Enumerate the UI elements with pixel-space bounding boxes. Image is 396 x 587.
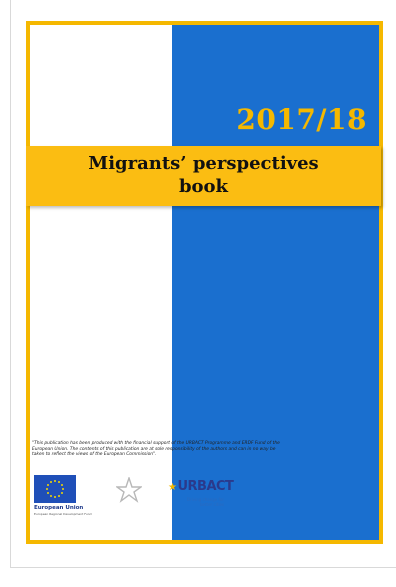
page-edge-bottom: [10, 567, 396, 568]
page-edge-left: [10, 0, 11, 568]
cover-frame: 2017/18 Migrants’ perspectives book "Thi…: [26, 21, 383, 544]
funding-disclaimer: "This publication has been produced with…: [32, 441, 280, 458]
star-logo-icon: [116, 477, 142, 503]
cover-year: 2017/18: [236, 103, 367, 136]
eu-label: European Union: [34, 505, 84, 511]
cover-title-line1: Migrants’ perspectives: [88, 153, 319, 174]
blue-panel: 2017/18: [172, 25, 379, 540]
cover-title-line2: book: [178, 176, 229, 197]
title-band: Migrants’ perspectives book: [26, 146, 381, 206]
eu-sublabel: European Regional Development Fund: [34, 512, 92, 516]
urbact-star-icon: ★: [168, 482, 177, 493]
urbact-name: URBACT: [177, 479, 234, 494]
logo-row: European Union European Regional Develop…: [34, 475, 234, 521]
eu-stars-icon: [46, 480, 64, 498]
urbact-logo: ★URBACT: [168, 479, 234, 494]
urbact-tagline: Driving change for better cities: [186, 497, 224, 507]
eu-flag-logo: [34, 475, 76, 503]
